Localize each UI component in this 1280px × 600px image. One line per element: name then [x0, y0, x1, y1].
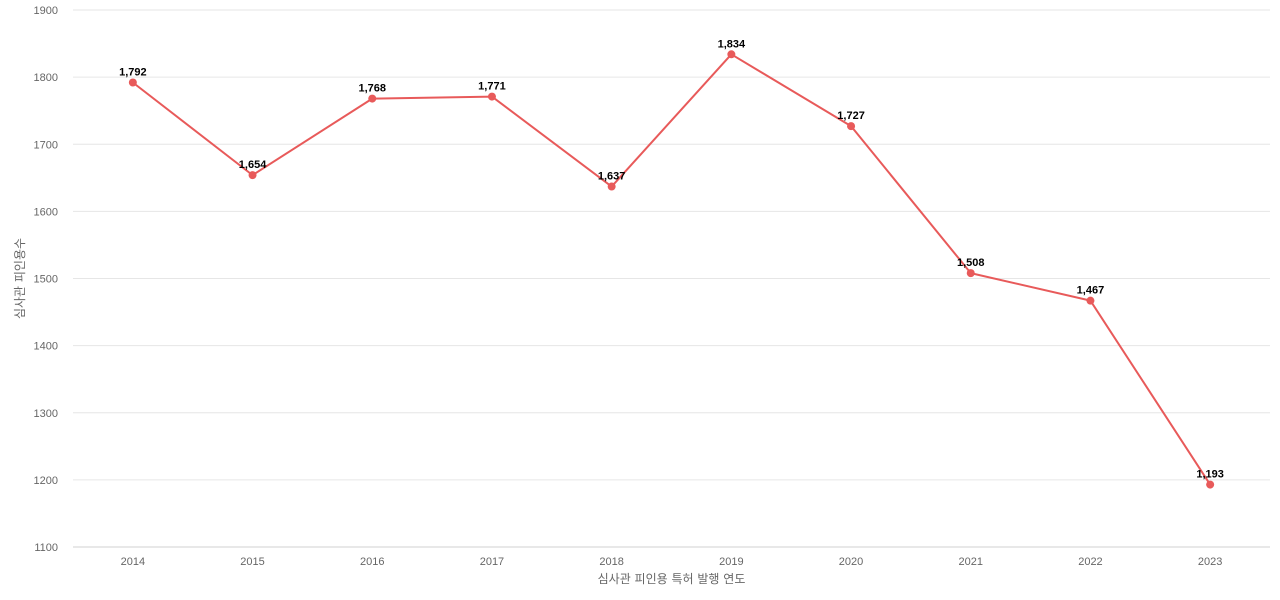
data-label: 1,193	[1196, 469, 1224, 481]
series-line	[132, 53, 1211, 486]
x-tick-label: 2021	[959, 556, 983, 568]
x-axis-ticks: 2014 2015 2016 2017 2018 2019 2020 2021 2022 2023	[121, 556, 1223, 568]
x-axis-title: 심사관 피인용 특허 발행 연도	[598, 571, 746, 586]
data-point[interactable]	[607, 182, 616, 191]
data-label: 1,508	[957, 257, 985, 269]
x-tick-label: 2022	[1078, 556, 1102, 568]
data-point[interactable]	[368, 94, 377, 103]
x-tick-label: 2018	[599, 556, 623, 568]
data-point[interactable]	[1086, 296, 1095, 305]
data-point[interactable]	[487, 92, 496, 101]
data-point[interactable]	[248, 171, 257, 180]
x-tick-label: 2019	[719, 556, 743, 568]
data-label: 1,768	[358, 83, 386, 95]
data-labels: 1,792 1,654 1,768 1,771 1,637 1,834 1,727 1,508…	[119, 38, 1224, 480]
x-tick-label: 2017	[480, 556, 504, 568]
x-tick-label: 2014	[121, 556, 145, 568]
y-tick-label: 1900	[34, 5, 58, 17]
y-tick-label: 1300	[34, 408, 58, 420]
x-tick-label: 2023	[1198, 556, 1222, 568]
data-label: 1,771	[478, 81, 506, 93]
data-label: 1,637	[598, 171, 626, 183]
data-label: 1,467	[1077, 285, 1105, 297]
y-axis-title: 심사관 피인용수	[13, 238, 27, 319]
data-label: 1,727	[837, 110, 865, 122]
y-tick-label: 1200	[34, 475, 58, 487]
x-tick-label: 2015	[240, 556, 264, 568]
y-tick-label: 1600	[34, 206, 58, 218]
data-label: 1,834	[718, 38, 746, 50]
gridlines	[73, 9, 1270, 481]
data-label: 1,792	[119, 66, 147, 78]
data-point[interactable]	[847, 122, 856, 131]
y-tick-label: 1700	[34, 139, 58, 151]
y-tick-label: 1100	[34, 542, 58, 554]
data-label: 1,654	[239, 159, 267, 171]
series-group	[128, 50, 1215, 489]
data-point[interactable]	[727, 50, 736, 59]
x-tick-label: 2020	[839, 556, 863, 568]
y-tick-label: 1400	[34, 341, 58, 353]
y-axis-ticks: 1100 1200 1300 1400 1500 1600 1700 1800 1900	[34, 5, 58, 554]
data-point[interactable]	[966, 269, 975, 278]
data-point[interactable]	[1206, 480, 1215, 489]
y-tick-label: 1500	[34, 274, 58, 286]
y-tick-label: 1800	[34, 72, 58, 84]
x-tick-label: 2016	[360, 556, 384, 568]
data-point[interactable]	[128, 78, 137, 87]
